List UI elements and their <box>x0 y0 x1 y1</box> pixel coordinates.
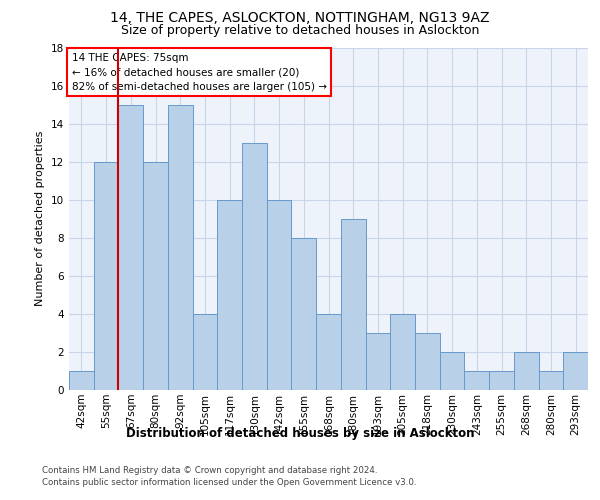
Bar <box>316 314 341 390</box>
Bar <box>143 162 168 390</box>
Bar <box>489 371 514 390</box>
Text: Contains HM Land Registry data © Crown copyright and database right 2024.: Contains HM Land Registry data © Crown c… <box>42 466 377 475</box>
Text: Size of property relative to detached houses in Aslockton: Size of property relative to detached ho… <box>121 24 479 37</box>
Bar <box>563 352 588 390</box>
Bar <box>193 314 217 390</box>
Bar <box>168 104 193 390</box>
Bar <box>118 104 143 390</box>
Bar <box>94 162 118 390</box>
Bar <box>390 314 415 390</box>
Bar <box>365 333 390 390</box>
Text: Contains public sector information licensed under the Open Government Licence v3: Contains public sector information licen… <box>42 478 416 487</box>
Bar <box>267 200 292 390</box>
Text: 14 THE CAPES: 75sqm
← 16% of detached houses are smaller (20)
82% of semi-detach: 14 THE CAPES: 75sqm ← 16% of detached ho… <box>71 52 326 92</box>
Bar <box>514 352 539 390</box>
Bar <box>242 142 267 390</box>
Text: 14, THE CAPES, ASLOCKTON, NOTTINGHAM, NG13 9AZ: 14, THE CAPES, ASLOCKTON, NOTTINGHAM, NG… <box>110 11 490 25</box>
Bar <box>464 371 489 390</box>
Y-axis label: Number of detached properties: Number of detached properties <box>35 131 46 306</box>
Bar <box>217 200 242 390</box>
Bar <box>341 219 365 390</box>
Bar <box>292 238 316 390</box>
Bar <box>440 352 464 390</box>
Bar <box>415 333 440 390</box>
Text: Distribution of detached houses by size in Aslockton: Distribution of detached houses by size … <box>126 428 474 440</box>
Bar <box>539 371 563 390</box>
Bar <box>69 371 94 390</box>
